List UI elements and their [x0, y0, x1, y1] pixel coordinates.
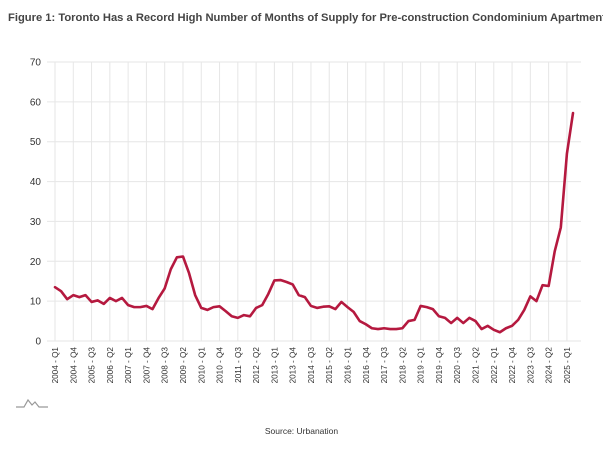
y-tick-label: 50 [30, 137, 42, 148]
x-tick-label: 2008 - Q3 [161, 347, 170, 384]
x-tick-label: 2007 - Q1 [124, 347, 133, 384]
x-tick-label: 2007 - Q4 [142, 347, 151, 384]
x-tick-label: 2015 - Q2 [325, 347, 334, 384]
x-tick-label: 2009 - Q2 [179, 347, 188, 384]
y-tick-label: 30 [30, 217, 42, 228]
x-tick-label: 2019 - Q4 [435, 347, 444, 384]
y-tick-label: 20 [30, 257, 42, 268]
x-tick-label: 2012 - Q2 [252, 347, 261, 384]
x-tick-label: 2010 - Q1 [197, 347, 206, 384]
x-axis: 2004 - Q1 2004 - Q4 2005 - Q3 2006 - Q2 2007… [51, 347, 572, 384]
x-tick-label: 2025 - Q1 [563, 347, 572, 384]
x-tick-label: 2004 - Q4 [69, 347, 78, 384]
y-tick-label: 0 [35, 337, 41, 348]
grid-lines [47, 61, 581, 342]
y-tick-label: 10 [30, 297, 42, 308]
y-tick-label: 70 [30, 58, 42, 69]
x-tick-label: 2013 - Q1 [270, 347, 279, 384]
urbanation-logo-icon [16, 398, 48, 408]
x-tick-label: 2016 - Q4 [362, 347, 371, 384]
x-tick-label: 2004 - Q1 [51, 347, 60, 384]
x-tick-label: 2006 - Q2 [106, 347, 115, 384]
figure-title: Figure 1: Toronto Has a Record High Numb… [8, 12, 603, 24]
x-tick-label: 2024 - Q2 [545, 347, 554, 384]
y-tick-label: 40 [30, 177, 42, 188]
x-tick-label: 2023 - Q3 [526, 347, 535, 384]
x-tick-label: 2013 - Q4 [289, 347, 298, 384]
y-tick-label: 60 [30, 97, 42, 108]
x-tick-label: 2014 - Q3 [307, 347, 316, 384]
x-tick-label: 2011 - Q3 [234, 347, 243, 383]
x-tick-label: 2018 - Q2 [398, 347, 407, 384]
x-tick-label: 2021 - Q2 [471, 347, 480, 384]
y-axis: 0 10 20 30 40 50 60 70 [30, 58, 42, 348]
x-tick-label: 2010 - Q4 [216, 347, 225, 384]
x-tick-label: 2019 - Q1 [417, 347, 426, 384]
months-of-supply-line [53, 111, 575, 334]
x-tick-label: 2005 - Q3 [88, 347, 97, 384]
x-tick-label: 2022 - Q4 [508, 347, 517, 384]
x-tick-label: 2020 - Q3 [453, 347, 462, 384]
series-line [53, 111, 575, 334]
x-tick-label: 2017 - Q3 [380, 347, 389, 384]
x-tick-label: 2016 - Q1 [344, 347, 353, 384]
source-note: Source: Urbanation [264, 426, 339, 436]
x-tick-label: 2022 - Q1 [490, 347, 499, 384]
